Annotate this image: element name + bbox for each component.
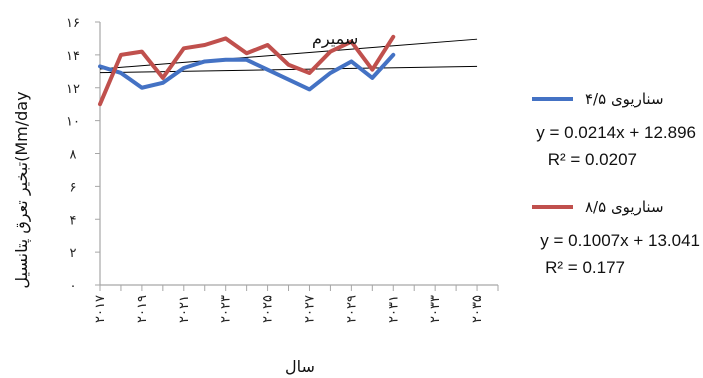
x-axis-ticks: ۲۰۱۷ ۲۰۱۹ ۲۰۲۱ ۲۰۲۳ ۲۰۲۵ ۲۰۲۷ ۲۰۲۹ ۲۰۳۱ ۲۰۳۳ ۲۰۳۵: [93, 285, 499, 323]
y-tick-label: ۱۲: [66, 82, 80, 97]
x-tick-label: ۲۰۲۹: [344, 295, 359, 323]
y-tick-label: ۲: [70, 246, 77, 261]
x-axis-label: سال: [285, 357, 315, 376]
series-lines: [98, 34, 396, 107]
y-tick-label: ۱۴: [66, 49, 80, 64]
x-tick-label: ۲۰۲۵: [261, 295, 276, 323]
series-line-1: [98, 52, 396, 92]
trend-equation-series-1: y = 0.0214x + 12.896: [536, 123, 696, 142]
x-tick-label: ۲۰۳۵: [470, 295, 485, 323]
x-tick-label: ۲۰۲۱: [177, 295, 192, 323]
legend-label-series-1: سناریوی ۴/۵: [585, 90, 664, 108]
y-tick-label: ۶: [70, 180, 77, 195]
x-tick-label: ۲۰۱۷: [93, 295, 108, 323]
x-tick-label: ۲۰۲۷: [302, 295, 317, 323]
y-tick-label: ۸: [70, 148, 77, 163]
series-line-2: [98, 34, 396, 107]
y-tick-label: ۰: [70, 279, 77, 294]
x-tick-label: ۲۰۳۱: [386, 295, 401, 323]
chart-annotation: سمیرم: [312, 29, 358, 49]
trend-r2-series-1: R² = 0.0207: [548, 150, 637, 169]
trend-r2-series-2: R² = 0.177: [545, 258, 625, 277]
y-tick-label: ۱۰: [66, 115, 80, 130]
x-tick-label: ۲۰۱۹: [135, 295, 150, 323]
trendlines: [99, 38, 478, 74]
x-tick-label: ۲۰۲۳: [219, 295, 234, 323]
x-tick-label: ۲۰۳۳: [428, 295, 443, 323]
y-axis-ticks: ۰ ۲ ۴ ۶ ۸ ۱۰ ۱۲ ۱۴ ۱۶: [66, 16, 100, 294]
axes: [99, 22, 498, 286]
trendline-series-2: [99, 38, 478, 70]
trendline-series-1: [99, 65, 478, 74]
trend-equation-series-2: y = 0.1007x + 13.041: [540, 231, 700, 250]
y-tick-label: ۴: [70, 213, 77, 228]
y-axis-label: تبخیر تعرق پتانسیل(Mm/day: [12, 91, 32, 288]
legend-label-series-2: سناریوی ۸/۵: [585, 198, 664, 216]
y-tick-label: ۱۶: [66, 16, 80, 31]
